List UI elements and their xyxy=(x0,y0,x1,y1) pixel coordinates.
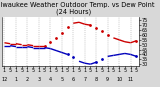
Text: Milwaukee Weather Outdoor Temp. vs Dew Point
(24 Hours): Milwaukee Weather Outdoor Temp. vs Dew P… xyxy=(0,2,154,15)
